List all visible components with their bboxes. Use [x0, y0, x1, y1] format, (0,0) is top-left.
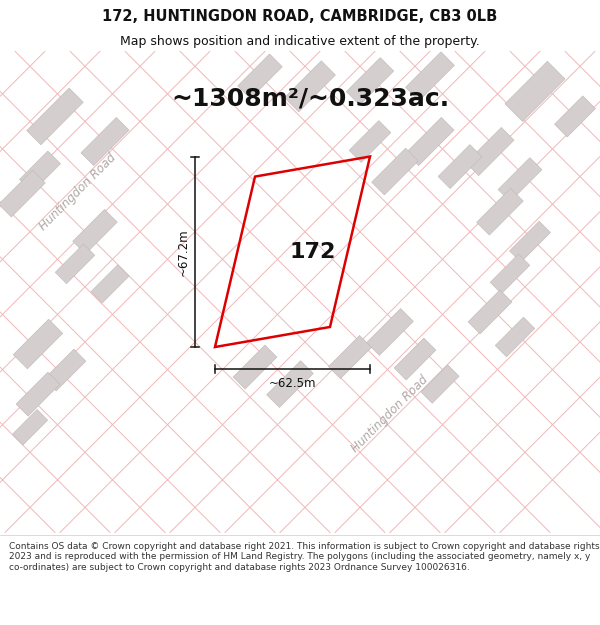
Polygon shape: [505, 61, 565, 121]
Text: 172: 172: [289, 242, 335, 262]
Text: ~62.5m: ~62.5m: [269, 377, 316, 390]
Polygon shape: [394, 338, 436, 380]
Polygon shape: [509, 221, 551, 262]
Polygon shape: [284, 61, 335, 112]
Polygon shape: [490, 254, 530, 294]
Polygon shape: [367, 309, 413, 356]
Text: ~1308m²/~0.323ac.: ~1308m²/~0.323ac.: [171, 86, 449, 111]
Polygon shape: [371, 148, 418, 195]
Polygon shape: [498, 158, 542, 201]
Polygon shape: [55, 244, 95, 284]
Text: Huntingdon Road: Huntingdon Road: [37, 151, 119, 232]
Polygon shape: [27, 88, 83, 145]
Polygon shape: [73, 209, 117, 254]
Polygon shape: [16, 372, 60, 416]
Text: Contains OS data © Crown copyright and database right 2021. This information is : Contains OS data © Crown copyright and d…: [9, 542, 599, 571]
Polygon shape: [468, 290, 512, 334]
Polygon shape: [0, 170, 46, 217]
Polygon shape: [406, 52, 454, 101]
Text: Map shows position and indicative extent of the property.: Map shows position and indicative extent…: [120, 35, 480, 48]
Text: Huntingdon Road: Huntingdon Road: [349, 373, 431, 455]
Polygon shape: [554, 96, 596, 137]
Polygon shape: [438, 144, 482, 189]
Polygon shape: [81, 118, 129, 166]
Polygon shape: [13, 319, 63, 369]
Text: 172, HUNTINGDON ROAD, CAMBRIDGE, CB3 0LB: 172, HUNTINGDON ROAD, CAMBRIDGE, CB3 0LB: [103, 9, 497, 24]
Polygon shape: [266, 361, 313, 408]
Polygon shape: [44, 349, 86, 391]
Polygon shape: [406, 118, 454, 166]
Polygon shape: [19, 151, 61, 192]
Text: ~67.2m: ~67.2m: [177, 228, 190, 276]
Polygon shape: [233, 345, 277, 389]
Polygon shape: [13, 409, 47, 445]
Polygon shape: [495, 317, 535, 357]
Polygon shape: [349, 121, 391, 162]
Polygon shape: [466, 127, 514, 176]
Polygon shape: [346, 58, 394, 105]
Polygon shape: [238, 54, 282, 99]
Polygon shape: [476, 188, 523, 235]
Polygon shape: [421, 365, 459, 403]
Polygon shape: [328, 336, 371, 379]
Polygon shape: [91, 265, 129, 303]
